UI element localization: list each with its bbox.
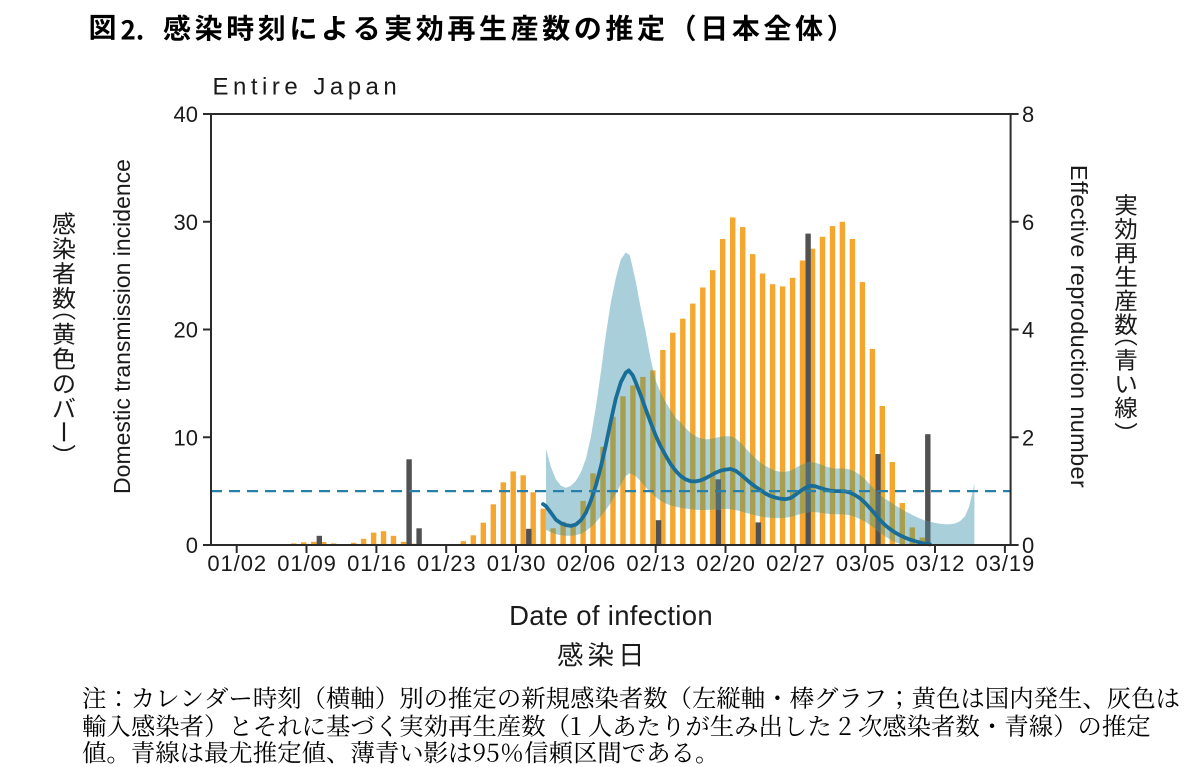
svg-text:0: 0 bbox=[1022, 533, 1034, 558]
svg-text:Effective reproduction number: Effective reproduction number bbox=[1066, 165, 1092, 488]
svg-text:2: 2 bbox=[1022, 425, 1034, 450]
svg-text:0: 0 bbox=[186, 533, 198, 558]
svg-text:01/02: 01/02 bbox=[207, 551, 267, 576]
svg-text:03/05: 03/05 bbox=[836, 551, 896, 576]
svg-text:02/20: 02/20 bbox=[696, 551, 756, 576]
svg-text:40: 40 bbox=[174, 102, 198, 127]
svg-text:01/09: 01/09 bbox=[277, 551, 337, 576]
svg-text:6: 6 bbox=[1022, 210, 1034, 235]
svg-text:30: 30 bbox=[174, 210, 198, 235]
svg-text:02/27: 02/27 bbox=[766, 551, 826, 576]
svg-text:20: 20 bbox=[174, 318, 198, 343]
svg-text:Domestic transmission incidenc: Domestic transmission incidence bbox=[109, 159, 135, 494]
svg-text:Entire Japan: Entire Japan bbox=[213, 74, 402, 101]
svg-text:03/12: 03/12 bbox=[906, 551, 966, 576]
svg-text:Date of infection: Date of infection bbox=[509, 600, 713, 631]
svg-text:01/23: 01/23 bbox=[417, 551, 477, 576]
svg-text:01/16: 01/16 bbox=[347, 551, 407, 576]
svg-text:10: 10 bbox=[174, 425, 198, 450]
svg-text:4: 4 bbox=[1022, 318, 1034, 343]
svg-text:03/19: 03/19 bbox=[976, 551, 1036, 576]
svg-text:01/30: 01/30 bbox=[487, 551, 547, 576]
svg-text:02/06: 02/06 bbox=[557, 551, 617, 576]
svg-text:02/13: 02/13 bbox=[626, 551, 686, 576]
svg-text:8: 8 bbox=[1022, 102, 1034, 127]
